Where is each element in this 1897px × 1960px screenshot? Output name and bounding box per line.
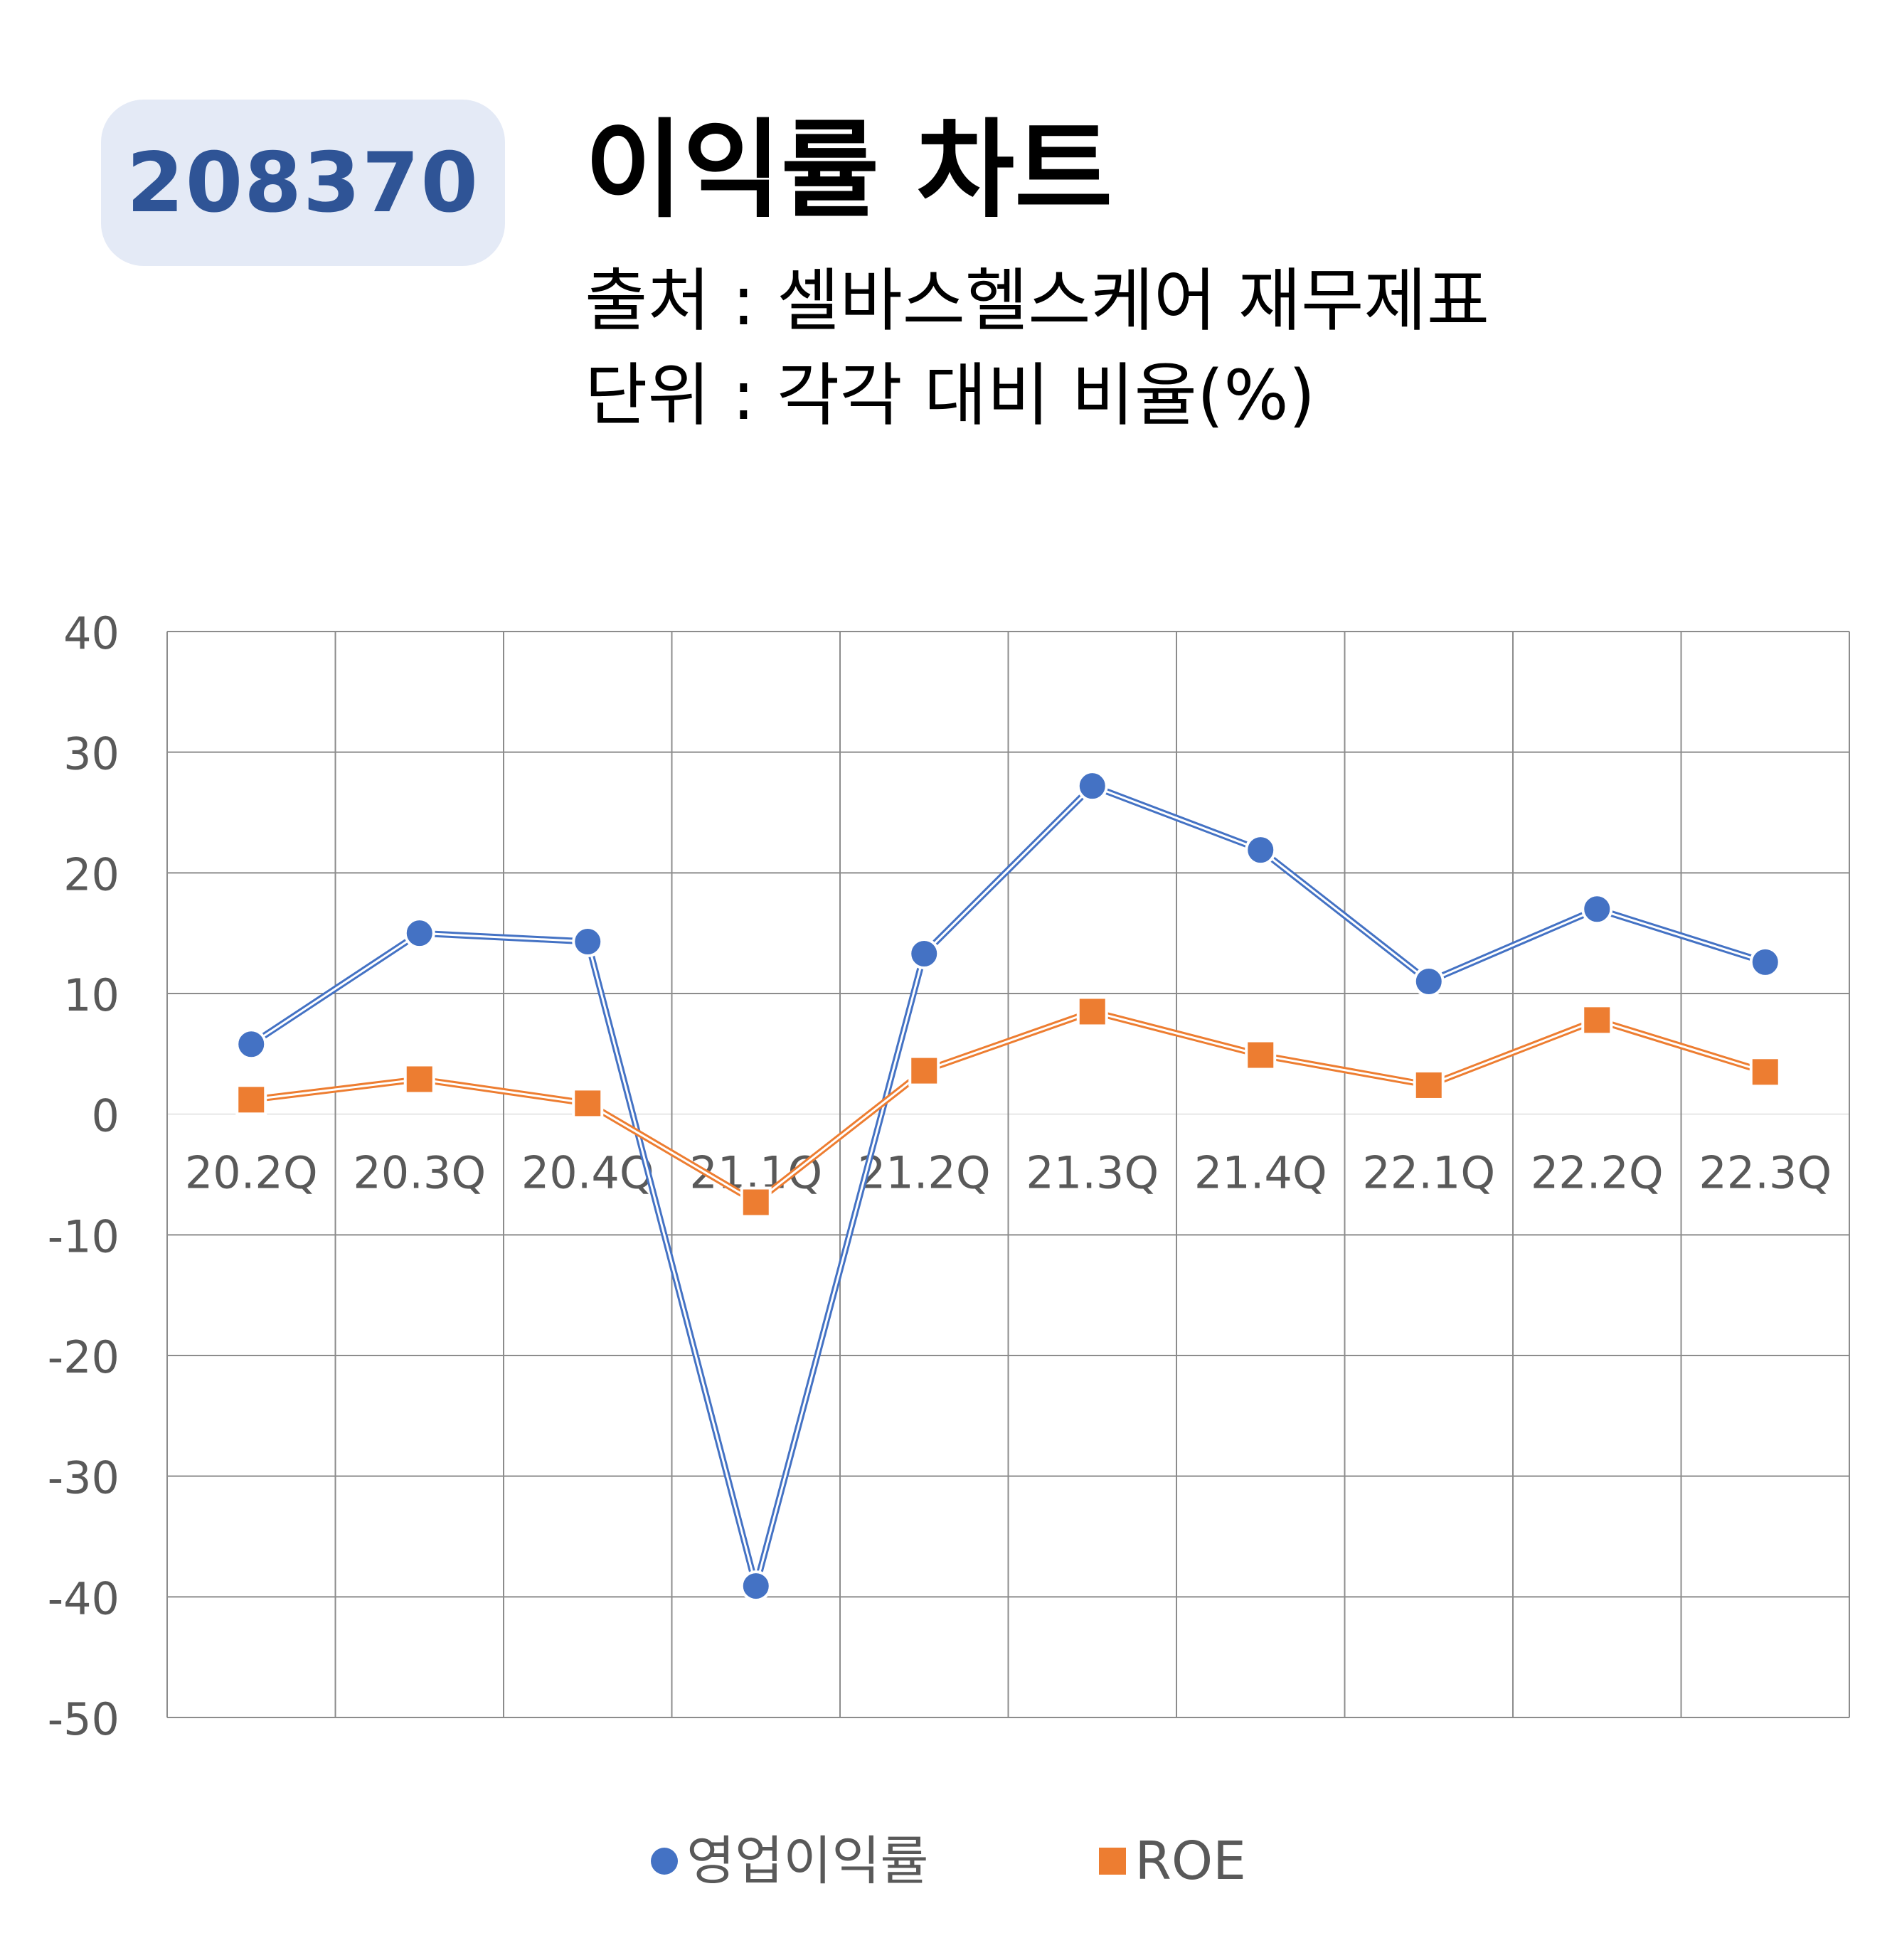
data-point-operating-margin (1245, 834, 1277, 866)
y-tick-label: -10 (48, 1210, 119, 1262)
data-point-roe (740, 1186, 772, 1218)
data-point-roe (1413, 1069, 1445, 1101)
y-tick-label: -50 (48, 1693, 119, 1745)
legend-label-roe: ROE (1135, 1831, 1246, 1892)
x-tick-label: 20.2Q (185, 1147, 318, 1199)
data-point-operating-margin (572, 926, 604, 958)
data-point-operating-margin (1076, 770, 1108, 802)
x-tick-label: 21.4Q (1194, 1147, 1327, 1199)
data-point-operating-margin (1749, 946, 1781, 978)
legend-item-operating-margin: 영업이익률 (651, 1835, 928, 1887)
legend-item-roe: ROE (1099, 1831, 1246, 1892)
y-tick-label: 0 (92, 1090, 119, 1142)
x-tick-label: 22.2Q (1531, 1147, 1664, 1199)
x-tick-label: 22.3Q (1699, 1147, 1832, 1199)
x-tick-label: 20.3Q (353, 1147, 486, 1199)
data-point-roe (1749, 1056, 1781, 1088)
source-label: 출처 : 셀바스헬스케어 재무제표 (585, 261, 1490, 341)
x-tick-label: 21.2Q (858, 1147, 991, 1199)
data-point-roe (908, 1055, 940, 1087)
x-tick-label: 22.1Q (1362, 1147, 1495, 1199)
stock-code-badge: 208370 (101, 100, 505, 266)
series-line-inner-1 (251, 1010, 1766, 1204)
data-point-operating-margin (235, 1028, 267, 1060)
unit-label: 단위 : 각각 대비 비율(%) (585, 356, 1316, 435)
data-point-operating-margin (1581, 893, 1613, 925)
series-line-inner-0 (250, 784, 1766, 1590)
y-tick-label: 40 (63, 607, 119, 659)
data-point-roe (572, 1087, 604, 1119)
y-tick-label: -40 (48, 1572, 119, 1624)
legend-circle-marker (651, 1848, 679, 1875)
x-tick-label: 20.4Q (521, 1147, 654, 1199)
data-point-roe (1245, 1039, 1277, 1071)
y-tick-label: -30 (48, 1452, 119, 1504)
stock-code: 208370 (126, 134, 480, 231)
data-point-roe (1581, 1004, 1613, 1036)
legend-square-marker (1099, 1848, 1127, 1875)
data-point-operating-margin (403, 917, 435, 949)
data-point-roe (235, 1084, 267, 1116)
chart-title: 이익률 차트 (585, 109, 1113, 233)
data-point-operating-margin (740, 1570, 772, 1602)
y-tick-label: 30 (63, 728, 119, 780)
x-tick-label: 21.3Q (1026, 1147, 1159, 1199)
data-point-operating-margin (908, 938, 940, 970)
legend-label-operating-margin: 영업이익률 (686, 1831, 929, 1892)
data-point-roe (1076, 996, 1108, 1028)
chart-legend: 영업이익률 ROE (0, 1835, 1897, 1887)
y-tick-label: 10 (63, 969, 119, 1021)
data-point-roe (403, 1063, 435, 1095)
y-tick-label: -20 (48, 1331, 119, 1383)
y-tick-label: 20 (63, 848, 119, 900)
data-point-operating-margin (1413, 966, 1445, 998)
